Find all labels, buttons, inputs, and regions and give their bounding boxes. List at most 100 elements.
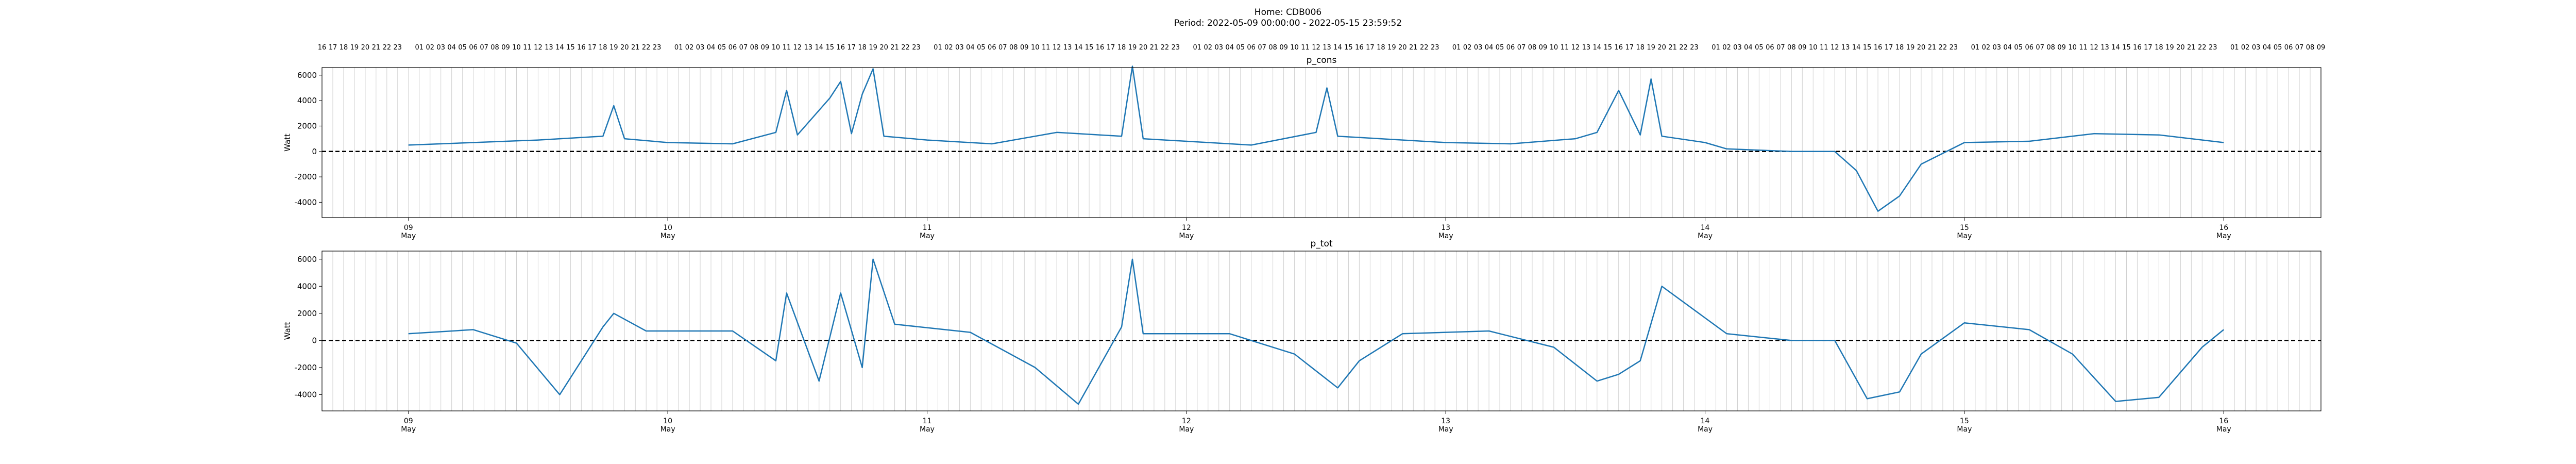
hour-tick-label: 05 bbox=[977, 44, 986, 52]
hour-tick-label: 15 bbox=[1604, 44, 1613, 52]
hour-tick-label: 04 bbox=[2263, 44, 2272, 52]
hour-tick-label: 02 bbox=[1982, 44, 1991, 52]
x-tick-label: 11 bbox=[923, 417, 932, 425]
hour-tick-label: 21 bbox=[2187, 44, 2196, 52]
hour-tick-label: 22 bbox=[383, 44, 392, 52]
hour-tick-label: 11 bbox=[1042, 44, 1050, 52]
hour-tick-label: 18 bbox=[599, 44, 607, 52]
x-tick-label: 13 bbox=[1441, 417, 1450, 425]
hour-tick-label: 18 bbox=[2155, 44, 2163, 52]
x-tick-label: 10 bbox=[663, 224, 672, 232]
hour-tick-label: 15 bbox=[1344, 44, 1353, 52]
hour-tick-label: 20 bbox=[879, 44, 888, 52]
hour-tick-label: 03 bbox=[1214, 44, 1223, 52]
hour-tick-label: 05 bbox=[458, 44, 467, 52]
hour-tick-label: 08 bbox=[2306, 44, 2315, 52]
hour-tick-label: 21 bbox=[1928, 44, 1937, 52]
hour-tick-label: 12 bbox=[1053, 44, 1061, 52]
x-tick-label: 09 bbox=[404, 224, 413, 232]
y-tick-label: -2000 bbox=[294, 363, 317, 372]
x-tick-label: 10 bbox=[663, 417, 672, 425]
hour-tick-label: 08 bbox=[750, 44, 759, 52]
y-tick-label: 6000 bbox=[297, 255, 317, 264]
hour-tick-label: 15 bbox=[1085, 44, 1094, 52]
hour-tick-label: 20 bbox=[1657, 44, 1666, 52]
hour-tick-label: 09 bbox=[1279, 44, 1288, 52]
x-tick-label: 12 bbox=[1182, 224, 1191, 232]
hour-tick-label: 16 bbox=[318, 44, 327, 52]
y-tick-label: 0 bbox=[312, 147, 317, 156]
y-axis-label: Watt bbox=[283, 322, 292, 340]
hour-tick-label: 04 bbox=[1225, 44, 1234, 52]
x-tick-month-label: May bbox=[2216, 425, 2231, 434]
hour-tick-label: 05 bbox=[1755, 44, 1764, 52]
hour-tick-label: 09 bbox=[1020, 44, 1029, 52]
hour-tick-label: 06 bbox=[2284, 44, 2293, 52]
hour-tick-label: 20 bbox=[2176, 44, 2185, 52]
hour-tick-label: 11 bbox=[1561, 44, 1569, 52]
hour-tick-label: 18 bbox=[1117, 44, 1126, 52]
x-tick-month-label: May bbox=[1179, 232, 1194, 240]
hour-tick-label: 07 bbox=[1258, 44, 1266, 52]
hour-tick-label: 15 bbox=[1863, 44, 1872, 52]
x-tick-month-label: May bbox=[1957, 425, 1972, 434]
hour-tick-label: 13 bbox=[2100, 44, 2109, 52]
hour-tick-label: 16 bbox=[1096, 44, 1105, 52]
hour-tick-label: 04 bbox=[707, 44, 716, 52]
hour-tick-label: 03 bbox=[1993, 44, 2002, 52]
hour-tick-label: 20 bbox=[620, 44, 629, 52]
hour-tick-label: 06 bbox=[728, 44, 737, 52]
x-tick-month-label: May bbox=[660, 425, 675, 434]
x-tick-label: 09 bbox=[404, 417, 413, 425]
hour-tick-label: 13 bbox=[1323, 44, 1331, 52]
hour-tick-label: 07 bbox=[998, 44, 1007, 52]
hour-tick-label: 16 bbox=[577, 44, 586, 52]
hour-tick-label: 06 bbox=[2025, 44, 2033, 52]
hour-tick-label: 21 bbox=[631, 44, 640, 52]
hour-tick-label: 04 bbox=[1744, 44, 1753, 52]
hour-tick-label: 10 bbox=[1809, 44, 1818, 52]
hour-tick-label: 23 bbox=[1431, 44, 1439, 52]
hour-tick-label: 06 bbox=[1247, 44, 1256, 52]
hour-tick-label: 20 bbox=[1398, 44, 1407, 52]
chart-panel-p_tot: p_tot-4000-20000200040006000Watt09May10M… bbox=[283, 239, 2321, 434]
hour-tick-label: 14 bbox=[555, 44, 564, 52]
hour-tick-label: 13 bbox=[804, 44, 813, 52]
hour-tick-label: 10 bbox=[772, 44, 781, 52]
hour-tick-label: 11 bbox=[1301, 44, 1310, 52]
hour-tick-label: 22 bbox=[901, 44, 910, 52]
hour-tick-label: 17 bbox=[1625, 44, 1634, 52]
hour-tick-label: 19 bbox=[1128, 44, 1137, 52]
x-tick-label: 15 bbox=[1960, 224, 1969, 232]
plot-frame bbox=[321, 251, 2321, 411]
hour-tick-label: 01 bbox=[934, 44, 942, 52]
x-tick-month-label: May bbox=[920, 425, 935, 434]
hour-tick-label: 23 bbox=[1950, 44, 1958, 52]
hour-tick-label: 19 bbox=[1647, 44, 1655, 52]
hour-tick-label: 08 bbox=[490, 44, 499, 52]
hour-tick-label: 22 bbox=[2198, 44, 2207, 52]
x-tick-month-label: May bbox=[1179, 425, 1194, 434]
hour-tick-label: 16 bbox=[1874, 44, 1883, 52]
x-tick-month-label: May bbox=[660, 232, 675, 240]
hour-tick-label: 14 bbox=[815, 44, 823, 52]
x-tick-month-label: May bbox=[2216, 232, 2231, 240]
hour-tick-label: 17 bbox=[847, 44, 856, 52]
x-tick-label: 13 bbox=[1441, 224, 1450, 232]
x-tick-month-label: May bbox=[920, 232, 935, 240]
hour-tick-label: 07 bbox=[1776, 44, 1785, 52]
hour-tick-label: 09 bbox=[1798, 44, 1807, 52]
hour-tick-label: 06 bbox=[988, 44, 996, 52]
hour-tick-label: 17 bbox=[588, 44, 597, 52]
hour-tick-label: 13 bbox=[545, 44, 553, 52]
hour-tick-label: 01 bbox=[415, 44, 423, 52]
hour-tick-label: 21 bbox=[1409, 44, 1418, 52]
hour-tick-label: 12 bbox=[534, 44, 543, 52]
hour-tick-label: 02 bbox=[685, 44, 694, 52]
hour-tick-label: 04 bbox=[1485, 44, 1494, 52]
figure-title: Home: CDB006 bbox=[1254, 7, 1322, 18]
hour-tick-label: 13 bbox=[1063, 44, 1072, 52]
hour-tick-label: 04 bbox=[966, 44, 975, 52]
x-tick-month-label: May bbox=[1438, 425, 1453, 434]
